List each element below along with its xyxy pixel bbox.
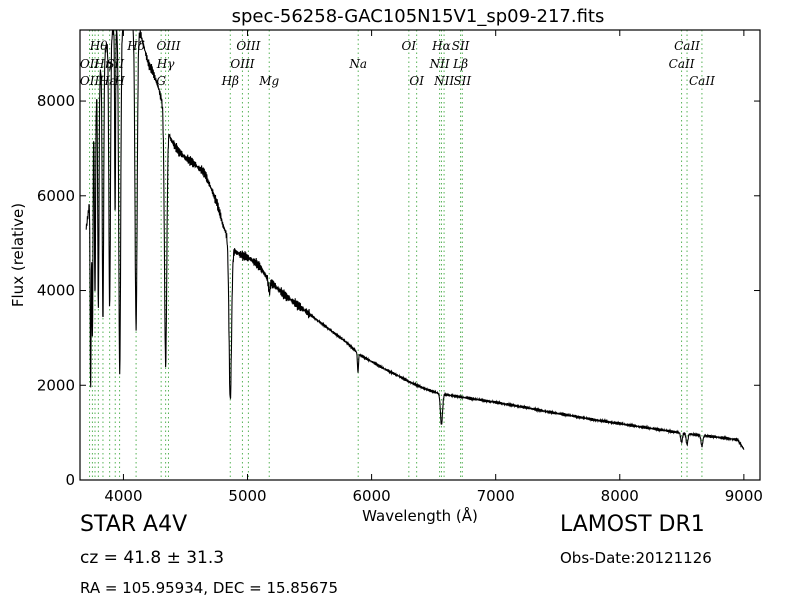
y-axis-label: Flux (relative) [9, 203, 27, 307]
chart-title: spec-56258-GAC105N15V1_sp09-217.fits [232, 6, 605, 27]
x-axis-ticks: 4000 5000 6000 7000 8000 9000 [104, 30, 763, 505]
obs-date: Obs-Date:20121126 [560, 549, 712, 567]
survey-name: LAMOST DR1 [560, 512, 705, 537]
plot-frame [79, 29, 761, 481]
line-annotation: NII [429, 57, 450, 71]
x-tick-label: 5000 [228, 487, 266, 505]
x-tick-label: 6000 [353, 487, 391, 505]
line-annotation: H [113, 74, 125, 88]
spectrum-line [85, 29, 745, 450]
y-tick-label: 2000 [37, 376, 75, 394]
line-annotation: Na [348, 57, 367, 71]
line-annotation: OIII [156, 39, 180, 53]
line-annotation: G [156, 74, 166, 88]
x-axis-label: Wavelength (Å) [362, 506, 478, 525]
line-annotation: Hγ [156, 57, 175, 71]
line-annotation: CaII [689, 74, 715, 88]
line-annotation: Hθ [89, 39, 108, 53]
line-annotation: Hα [431, 39, 451, 53]
y-tick-label: 0 [65, 471, 75, 489]
line-annotation: SII [452, 39, 470, 53]
line-annotation: OIII [230, 57, 254, 71]
ra-dec: RA = 105.95934, DEC = 15.85675 [80, 579, 339, 597]
line-annotation: Lβ [452, 57, 468, 71]
x-tick-label: 9000 [725, 487, 763, 505]
line-annotation: CaII [669, 57, 695, 71]
x-tick-label: 8000 [601, 487, 639, 505]
y-tick-label: 6000 [37, 187, 75, 205]
y-axis-ticks: 0 2000 4000 6000 8000 [37, 92, 760, 489]
x-tick-label: 4000 [104, 487, 142, 505]
line-markers [89, 30, 703, 480]
line-annotation: Mg [258, 74, 279, 88]
line-annotation: OI [409, 74, 424, 88]
line-annotation: Hβ [221, 74, 239, 88]
line-annotation: NII [433, 74, 454, 88]
y-tick-label: 8000 [37, 92, 75, 110]
x-tick-label: 7000 [477, 487, 515, 505]
y-tick-label: 4000 [37, 282, 75, 300]
line-annotation: OIII [236, 39, 260, 53]
line-annotation: OII [80, 57, 100, 71]
line-annotation: CaII [674, 39, 700, 53]
line-annotation: SII [453, 74, 471, 88]
spectral-class: STAR A4V [80, 512, 188, 537]
redshift-cz: cz = 41.8 ± 31.3 [80, 548, 225, 568]
line-annotation: OI [402, 39, 417, 53]
line-annotation: OII [80, 74, 100, 88]
line-annotation: Hδ [126, 39, 145, 53]
